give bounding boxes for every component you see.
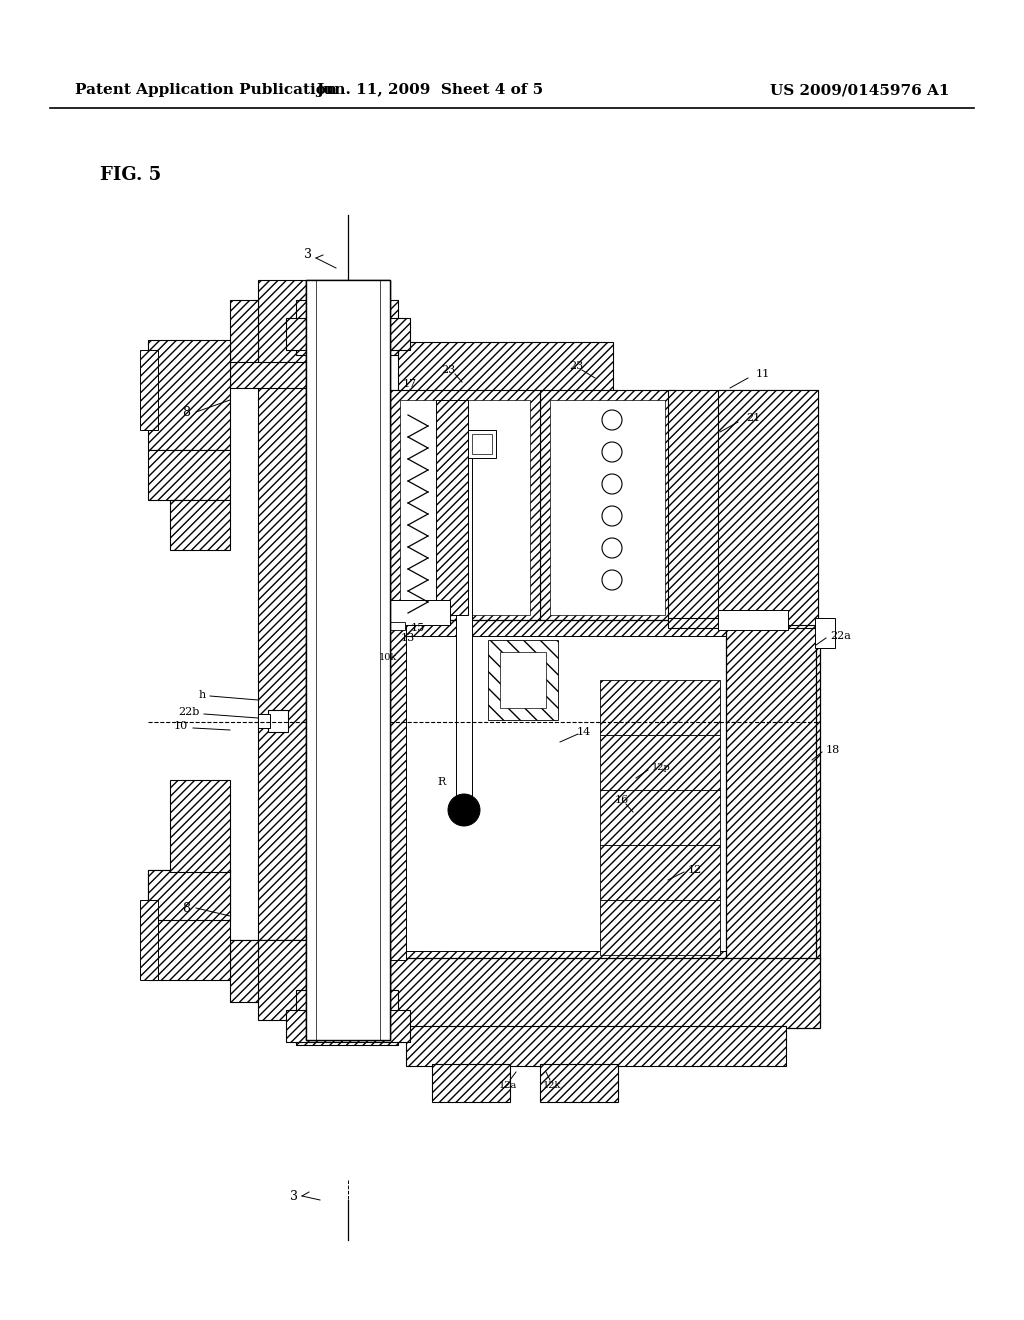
Text: 13: 13 — [400, 634, 415, 643]
Bar — [668, 618, 818, 628]
Bar — [540, 389, 675, 624]
Bar — [718, 389, 818, 624]
Bar — [468, 430, 496, 458]
Text: 22b: 22b — [178, 708, 200, 717]
Text: 3: 3 — [290, 1189, 298, 1203]
Bar — [550, 400, 665, 615]
Text: 11: 11 — [756, 370, 770, 379]
Bar — [258, 940, 306, 1020]
Bar — [306, 280, 390, 1040]
Text: 23: 23 — [569, 360, 583, 371]
Bar — [406, 636, 726, 950]
Text: 12k: 12k — [543, 1081, 561, 1090]
Circle shape — [449, 795, 480, 826]
Text: 23: 23 — [441, 366, 455, 375]
Bar — [600, 845, 720, 900]
Bar — [398, 342, 613, 393]
Bar — [726, 620, 816, 960]
Text: 17: 17 — [402, 379, 417, 389]
Bar — [540, 1064, 618, 1102]
Text: 3: 3 — [304, 248, 312, 260]
Bar — [390, 958, 820, 1028]
Text: 12a: 12a — [499, 1081, 517, 1090]
Bar — [718, 610, 788, 630]
Bar — [390, 601, 450, 624]
Bar — [390, 389, 618, 442]
Text: 16: 16 — [614, 795, 629, 805]
Bar — [488, 640, 558, 719]
Text: Jun. 11, 2009  Sheet 4 of 5: Jun. 11, 2009 Sheet 4 of 5 — [316, 83, 544, 96]
Text: FIG. 5: FIG. 5 — [100, 166, 161, 183]
Bar — [268, 710, 288, 733]
Text: 12: 12 — [688, 865, 702, 875]
Bar — [600, 735, 720, 789]
Text: 14: 14 — [577, 727, 591, 737]
Bar — [390, 620, 406, 960]
Bar — [258, 280, 306, 362]
Bar — [230, 940, 258, 1002]
Bar — [148, 450, 230, 500]
Bar — [306, 280, 390, 1040]
Bar — [258, 714, 270, 729]
Bar — [230, 360, 308, 388]
Bar — [815, 618, 835, 648]
Text: 18: 18 — [826, 744, 841, 755]
Bar — [140, 350, 158, 430]
Bar — [436, 400, 468, 615]
Bar — [400, 400, 530, 615]
Bar — [286, 318, 410, 350]
Text: 8: 8 — [182, 405, 190, 418]
Bar — [600, 680, 720, 735]
Text: 12p: 12p — [652, 763, 671, 772]
Bar — [500, 652, 546, 708]
Bar — [390, 620, 820, 960]
Bar — [600, 900, 720, 954]
Bar — [432, 1064, 510, 1102]
Bar — [456, 445, 472, 805]
Bar — [170, 500, 230, 550]
Text: 21: 21 — [746, 413, 760, 422]
Bar — [230, 940, 308, 968]
Bar — [296, 300, 398, 355]
Text: 22a: 22a — [830, 631, 851, 642]
Bar — [296, 990, 398, 1045]
Text: 15: 15 — [411, 623, 425, 634]
Bar — [148, 870, 230, 979]
Text: 8: 8 — [182, 902, 190, 915]
Text: 10: 10 — [174, 721, 188, 731]
Bar — [148, 870, 230, 920]
Bar — [390, 622, 406, 630]
Text: h: h — [199, 690, 206, 700]
Bar — [170, 780, 230, 873]
Text: R: R — [438, 777, 446, 787]
Bar — [140, 900, 158, 979]
Bar — [600, 789, 720, 845]
Bar — [668, 389, 818, 624]
Bar — [472, 434, 492, 454]
Bar — [286, 1010, 410, 1041]
Bar — [148, 341, 230, 450]
Bar — [258, 380, 306, 940]
Text: Patent Application Publication: Patent Application Publication — [75, 83, 337, 96]
Bar — [390, 389, 540, 624]
Text: US 2009/0145976 A1: US 2009/0145976 A1 — [770, 83, 950, 96]
Bar — [230, 300, 258, 362]
Text: 10k: 10k — [379, 653, 397, 663]
Bar — [406, 1026, 786, 1067]
